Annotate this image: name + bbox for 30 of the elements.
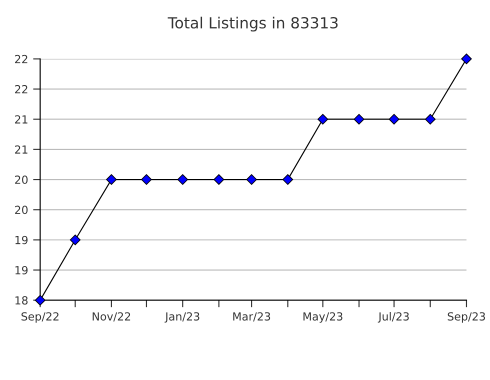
point [246, 174, 257, 185]
point [424, 114, 436, 125]
point [70, 234, 81, 246]
y-tick-label: 21 [15, 145, 28, 154]
point [106, 174, 117, 185]
chart-title: Total Listings in 83313 [168, 16, 338, 32]
point [354, 114, 364, 125]
point [461, 54, 472, 64]
x-tick-label: Jan/23 [164, 312, 200, 323]
point [141, 174, 152, 185]
y-tick-label: 18 [15, 296, 28, 305]
y-tick-label: 22 [15, 54, 28, 64]
point [214, 174, 224, 185]
x-tick-label: Jul/23 [378, 312, 409, 323]
x-tick-label: Mar/23 [233, 312, 270, 322]
y-tick-label: 21 [15, 115, 28, 124]
y-tick-label: 20 [15, 176, 28, 184]
point [388, 114, 400, 125]
point [177, 174, 188, 185]
point [34, 294, 46, 306]
y-tick-label: 20 [15, 206, 28, 214]
y-tick-label: 19 [15, 266, 28, 274]
x-tick-label: Nov/22 [92, 312, 130, 322]
y-tick-label: 22 [15, 85, 28, 94]
point [317, 114, 328, 125]
point [282, 174, 294, 185]
y-tick-label: 19 [15, 236, 28, 244]
x-tick-label: Sep/22 [22, 312, 58, 323]
x-tick-label: May/23 [303, 312, 342, 323]
x-tick-label: Sep/23 [448, 312, 485, 323]
